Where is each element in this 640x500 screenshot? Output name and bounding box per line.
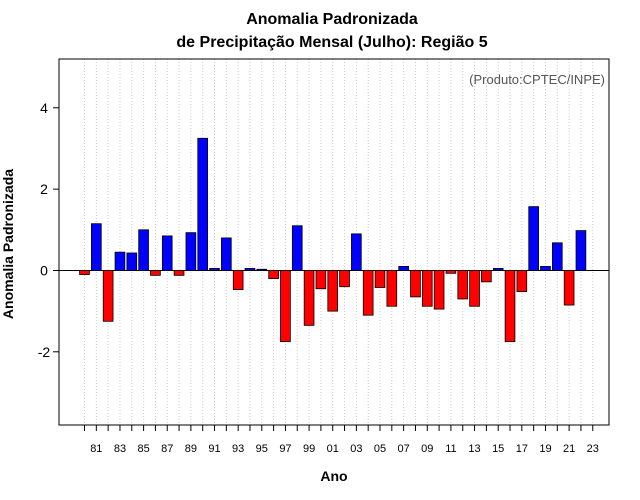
x-tick-label: 85 bbox=[137, 443, 149, 455]
bar-22 bbox=[575, 230, 587, 271]
plot-frame bbox=[58, 58, 610, 426]
x-tick-label: 93 bbox=[232, 443, 244, 455]
bar-91 bbox=[209, 268, 220, 271]
chart-subtitle: de Precipitação Mensal (Julho): Região 5 bbox=[176, 34, 487, 51]
bar-88 bbox=[173, 270, 185, 276]
x-tick-label: 21 bbox=[563, 443, 575, 455]
gridlines bbox=[84, 59, 594, 425]
x-tick-label: 17 bbox=[516, 443, 528, 455]
bar-97 bbox=[280, 270, 291, 343]
x-tick-label: 99 bbox=[303, 443, 315, 455]
bar-04 bbox=[362, 270, 374, 316]
bar-84 bbox=[126, 252, 138, 271]
x-tick-label: 13 bbox=[468, 443, 480, 455]
bar-01 bbox=[327, 270, 339, 312]
bar-90 bbox=[197, 137, 209, 271]
bar-81 bbox=[91, 223, 102, 271]
bar-09 bbox=[421, 270, 433, 307]
x-tick-label: 91 bbox=[208, 443, 220, 455]
bar-96 bbox=[268, 270, 279, 280]
bar-12 bbox=[457, 270, 469, 300]
bar-93 bbox=[232, 270, 244, 290]
bar-92 bbox=[221, 237, 232, 271]
x-tick-label: 03 bbox=[350, 443, 362, 455]
x-tick-label: 19 bbox=[539, 443, 551, 455]
bar-15 bbox=[492, 268, 504, 271]
bar-98 bbox=[291, 225, 303, 271]
chart-title: Anomalia Padronizada bbox=[246, 11, 418, 28]
bar-80 bbox=[79, 270, 90, 275]
bar-83 bbox=[114, 251, 126, 271]
bar-94 bbox=[244, 268, 256, 271]
bar-86 bbox=[150, 270, 161, 276]
x-tick-label: 81 bbox=[90, 443, 102, 455]
y-tick-label: 4 bbox=[40, 100, 48, 116]
x-tick-label: 87 bbox=[161, 443, 173, 455]
x-tick-label: 11 bbox=[445, 443, 456, 455]
x-tick-label: 05 bbox=[374, 443, 386, 455]
bar-18 bbox=[528, 206, 539, 271]
bar-16 bbox=[504, 270, 516, 343]
bar-85 bbox=[138, 229, 149, 271]
bar-02 bbox=[339, 270, 350, 288]
y-tick-label: -2 bbox=[38, 344, 51, 360]
x-axis: 81 83 85 87 89 91 93 95 97 99 01 03 05 07 09 11 13 15 17 19… bbox=[84, 425, 599, 455]
x-axis-label: Ano bbox=[320, 468, 347, 484]
bar-07 bbox=[398, 265, 409, 271]
bar-19 bbox=[540, 265, 551, 271]
bar-06 bbox=[386, 270, 398, 307]
bars bbox=[79, 137, 587, 343]
bar-82 bbox=[102, 270, 114, 322]
bar-17 bbox=[516, 270, 528, 293]
bar-03 bbox=[351, 233, 362, 271]
x-tick-label: 83 bbox=[114, 443, 126, 455]
bar-21 bbox=[563, 270, 575, 306]
x-tick-label: 07 bbox=[398, 443, 410, 455]
x-tick-label: 23 bbox=[587, 443, 599, 455]
bar-10 bbox=[433, 270, 445, 310]
x-tick-label: 01 bbox=[327, 443, 339, 455]
bar-11 bbox=[445, 270, 457, 274]
y-axis: -2 0 2 4 bbox=[38, 100, 59, 360]
bar-99 bbox=[303, 270, 315, 326]
bar-13 bbox=[469, 270, 480, 307]
credit-text: (Produto:CPTEC/INPE) bbox=[469, 72, 605, 87]
bar-00 bbox=[315, 270, 327, 290]
y-axis-label: Anomalia Padronizada bbox=[0, 169, 16, 319]
bar-89 bbox=[185, 232, 197, 271]
y-tick-label: 0 bbox=[40, 262, 48, 278]
x-tick-label: 97 bbox=[279, 443, 291, 455]
bar-05 bbox=[374, 270, 386, 288]
x-tick-label: 15 bbox=[492, 443, 504, 455]
x-tick-label: 95 bbox=[256, 443, 268, 455]
x-tick-label: 09 bbox=[421, 443, 433, 455]
bar-20 bbox=[552, 242, 563, 271]
bar-95 bbox=[256, 268, 268, 271]
bar-14 bbox=[481, 270, 492, 283]
y-tick-label: 2 bbox=[40, 181, 48, 197]
bar-87 bbox=[161, 235, 173, 271]
x-tick-label: 89 bbox=[185, 443, 197, 455]
bar-08 bbox=[410, 270, 421, 298]
